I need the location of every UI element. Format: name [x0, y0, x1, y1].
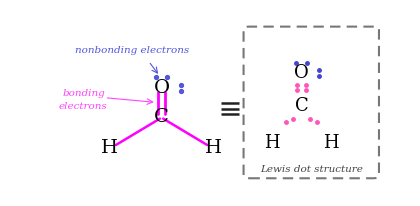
- Text: H: H: [101, 139, 118, 157]
- Text: O: O: [294, 64, 309, 82]
- Text: H: H: [265, 134, 280, 152]
- Text: bonding: bonding: [62, 89, 105, 98]
- Text: H: H: [323, 134, 339, 152]
- Text: C: C: [295, 97, 308, 115]
- Text: O: O: [153, 79, 170, 97]
- Text: H: H: [205, 139, 222, 157]
- Text: electrons: electrons: [59, 102, 108, 111]
- Text: C: C: [154, 108, 169, 126]
- Text: Lewis dot structure: Lewis dot structure: [260, 165, 363, 174]
- Text: nonbonding electrons: nonbonding electrons: [75, 46, 189, 55]
